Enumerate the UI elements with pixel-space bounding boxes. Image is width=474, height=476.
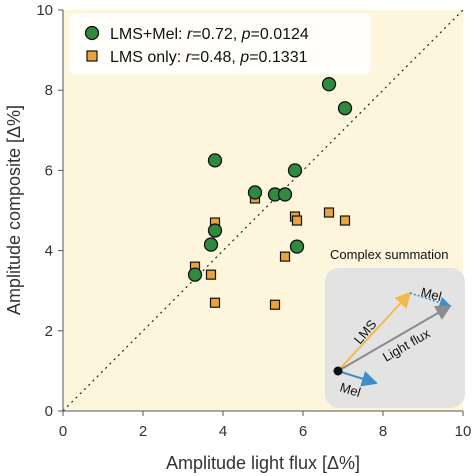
x-tick-label: 10 [455,423,472,440]
point-lms-mel [321,77,337,92]
legend-marker-lms-only [86,50,98,62]
x-tick-label: 8 [379,423,387,440]
y-tick-label: 6 [45,162,53,179]
y-axis-label: Amplitude composite [Δ%] [4,105,24,315]
inset-mel-label-bottom: Mel [338,380,363,401]
complex-summation-inset: LMS Mel Light flux Mel [325,268,465,408]
origin-dot [333,366,343,376]
legend-label-lms-mel: LMS+Mel: r=0.72, p=0.0124 [110,26,309,43]
x-tick-label: 0 [59,423,67,440]
light-flux-arrow [337,304,452,372]
legend-marker-lms-mel [84,25,100,41]
y-tick-label: 8 [45,82,53,99]
x-tick-label: 6 [299,423,307,440]
x-tick-label: 2 [139,423,147,440]
data-points [187,77,353,310]
legend-label-lms-only: LMS only: r=0.48, p=0.1331 [110,49,308,66]
point-lms-mel [207,153,223,168]
mel-arrow-dotted [409,292,452,309]
point-lms-only [339,215,351,226]
point-lms-mel [203,237,219,252]
y-tick-label: 2 [45,323,53,340]
legend-box [69,13,371,75]
point-lms-only [205,269,217,280]
point-lms-mel [277,187,293,202]
axes: 0 2 4 6 8 10 0 2 4 6 8 10 [36,2,471,440]
identity-line [62,9,464,412]
inset-title: Complex summation [330,247,449,262]
x-tick-label: 4 [219,423,227,440]
point-lms-only [291,215,303,226]
point-lms-only [323,207,335,218]
point-lms-mel [247,185,263,200]
point-lms-mel [337,101,353,116]
point-lms-mel [287,163,303,178]
mel-arrow [337,370,378,387]
legend: LMS+Mel: r=0.72, p=0.0124 LMS only: r=0.… [69,13,371,75]
x-axis-label: Amplitude light flux [Δ%] [166,453,360,473]
point-lms-mel [187,267,203,282]
point-lms-mel [289,239,305,254]
y-tick-label: 10 [36,2,53,19]
y-tick-label: 0 [45,403,53,420]
point-lms-only [209,297,221,308]
point-lms-only [269,299,281,310]
y-tick-label: 4 [45,243,53,260]
lms-arrow [337,291,412,372]
inset-mel-label-top: Mel [419,284,443,304]
point-lms-mel [207,223,223,238]
point-lms-only [279,251,291,262]
